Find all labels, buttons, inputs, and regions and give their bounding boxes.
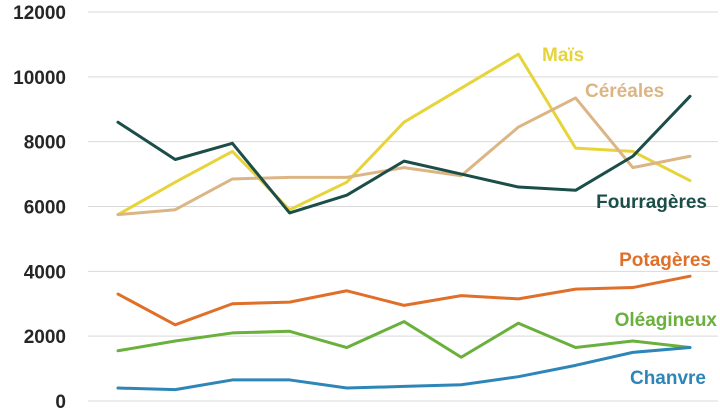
y-axis-ticks: 0 2000 4000 6000 8000 10000 12000 bbox=[13, 3, 66, 408]
series-line bbox=[116, 274, 692, 327]
series-line bbox=[116, 320, 692, 359]
series-lines bbox=[116, 52, 692, 392]
series-label: Potagères bbox=[619, 250, 711, 271]
y-tick-label: 12000 bbox=[13, 3, 66, 24]
gridlines bbox=[88, 11, 718, 402]
series-label: Céréales bbox=[585, 81, 664, 102]
y-tick-label: 8000 bbox=[24, 133, 66, 154]
y-tick-label: 6000 bbox=[24, 198, 66, 219]
series-label: Chanvre bbox=[630, 368, 706, 389]
series-label: Fourragères bbox=[596, 192, 707, 213]
series-line bbox=[116, 52, 692, 217]
series-line bbox=[116, 346, 692, 392]
series-label: Maïs bbox=[542, 45, 584, 66]
y-tick-label: 2000 bbox=[24, 327, 66, 348]
y-tick-label: 0 bbox=[55, 392, 66, 408]
series-line bbox=[116, 94, 692, 215]
y-tick-label: 4000 bbox=[24, 262, 66, 283]
y-tick-label: 10000 bbox=[13, 68, 66, 89]
series-line bbox=[116, 96, 692, 217]
series-label: Oléagineux bbox=[615, 310, 718, 331]
